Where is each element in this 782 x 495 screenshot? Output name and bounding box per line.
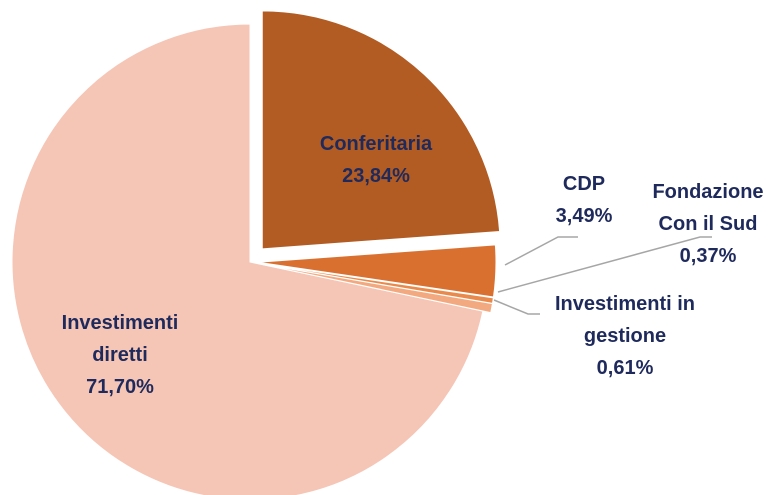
value-label: 3,49% [555, 205, 613, 227]
category-label: Fondazione Con il Sud [652, 181, 764, 235]
value-label: 0,61% [596, 357, 654, 379]
pie-slice [11, 23, 484, 495]
category-label: Investimenti diretti [61, 312, 179, 366]
pie-slice [261, 10, 501, 250]
slice-label: CDP 3,49% [524, 168, 644, 232]
pie-slice [257, 244, 497, 298]
leader-line [493, 299, 540, 315]
category-label: CDP [562, 173, 606, 195]
slice-label: Fondazione Con il Sud 0,37% [638, 176, 778, 272]
leader-line [504, 236, 578, 266]
value-label: 23,84% [342, 165, 410, 187]
pie-slice [257, 262, 494, 304]
slice-label: Conferitaria 23,84% [276, 128, 476, 192]
value-label: 71,70% [86, 376, 154, 398]
slice-label: Investimenti diretti 71,70% [40, 307, 200, 403]
slice-label: Investimenti in gestione 0,61% [525, 288, 725, 384]
value-label: 0,37% [679, 245, 737, 267]
leader-line [497, 236, 712, 293]
category-label: Investimenti in gestione [554, 293, 696, 347]
category-label: Conferitaria [319, 133, 433, 155]
